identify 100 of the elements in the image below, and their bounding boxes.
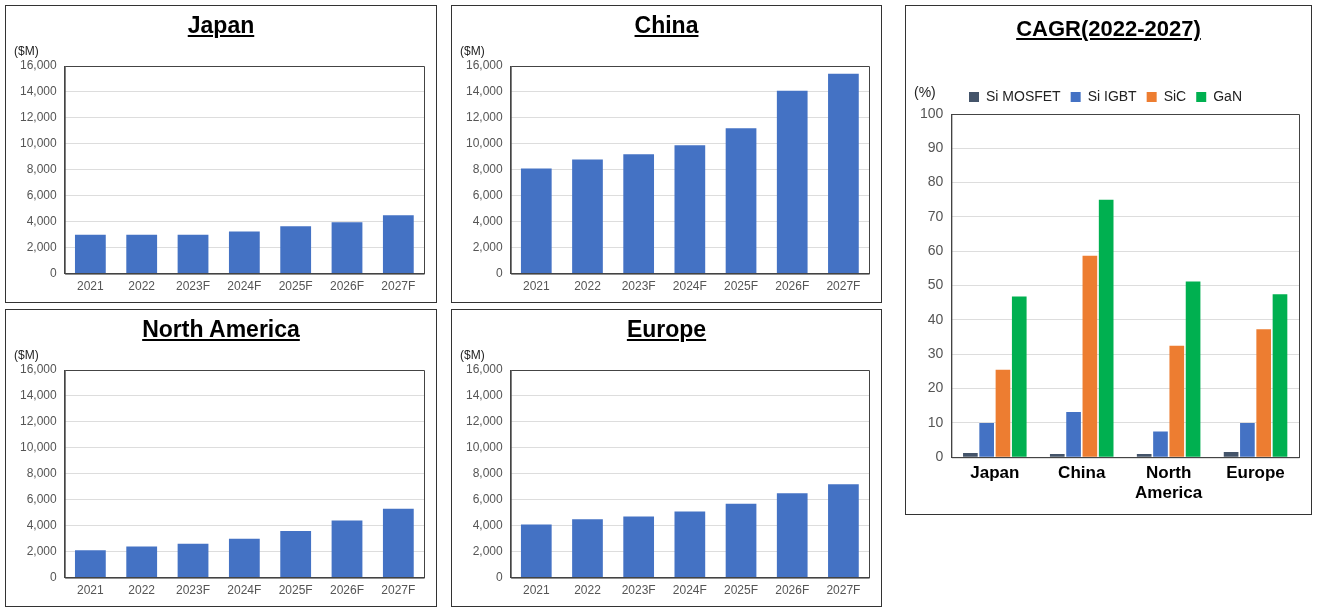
y-tick-label: 4,000: [26, 214, 58, 229]
y-tick-label: 6,000: [472, 492, 504, 507]
x-tick-label: 2025F: [278, 279, 313, 294]
y-tick-label: 6,000: [472, 188, 504, 203]
y-tick-label: 12,000: [466, 414, 504, 429]
y-tick-label: 40: [927, 310, 944, 327]
y-tick-label: 20: [927, 379, 944, 396]
x-tick-label: 2024F: [672, 279, 707, 294]
bar: [572, 159, 603, 274]
y-tick-label: 4,000: [26, 518, 58, 533]
x-tick-label: 2023F: [176, 279, 211, 294]
bar: [1256, 329, 1272, 457]
bar: [623, 154, 655, 274]
y-tick-label: 8,000: [26, 162, 58, 177]
bar: [228, 538, 260, 578]
x-tick-label: 2024F: [227, 583, 262, 598]
y-tick-label: 2,000: [472, 239, 504, 254]
y-tick-label: 14,000: [20, 388, 58, 403]
chart-title: North America: [141, 316, 301, 344]
chart-title: CAGR(2022-2027): [1015, 16, 1202, 43]
x-tick-label: 2024F: [227, 279, 262, 294]
bar: [1136, 454, 1152, 457]
bar: [979, 422, 994, 457]
y-axis-title: ($M): [460, 348, 485, 363]
y-axis-title: (%): [914, 83, 936, 100]
y-tick-label: 14,000: [466, 84, 504, 99]
y-tick-label: 10,000: [466, 136, 504, 151]
bar: [1098, 199, 1114, 457]
y-tick-label: 4,000: [472, 214, 504, 229]
bar: [1169, 345, 1185, 457]
bar: [725, 128, 757, 274]
x-tick-label: 2021: [522, 583, 550, 598]
y-tick-label: 2,000: [472, 543, 504, 558]
legend-label: Si IGBT: [1087, 87, 1138, 104]
chart-title: Japan: [186, 12, 256, 40]
bar: [1240, 422, 1255, 457]
x-tick-label: 2026F: [329, 583, 365, 598]
y-tick-label: 90: [927, 139, 944, 156]
legend-label: GaN: [1213, 87, 1243, 104]
y-tick-label: 2,000: [26, 239, 58, 254]
x-tick-label: 2025F: [724, 279, 759, 294]
y-tick-label: 0: [935, 448, 944, 465]
x-tick-label: 2021: [77, 583, 105, 598]
bar: [1272, 294, 1288, 457]
x-tick-label: China: [1058, 463, 1106, 483]
bar: [74, 550, 106, 578]
y-tick-label: 60: [927, 242, 944, 259]
y-tick-label: 16,000: [466, 58, 504, 73]
x-tick-label: 2024F: [672, 583, 707, 598]
y-tick-label: 16,000: [20, 362, 58, 377]
y-tick-label: 2,000: [26, 543, 58, 558]
y-tick-label: 8,000: [26, 466, 58, 481]
bar: [1185, 281, 1201, 457]
y-tick-label: 50: [927, 276, 944, 293]
bar: [776, 90, 808, 274]
y-axis-title: ($M): [460, 44, 485, 59]
x-tick-label: 2022: [128, 583, 156, 598]
chart-title: China: [633, 12, 700, 40]
y-tick-label: 16,000: [20, 58, 58, 73]
x-tick-label: 2023F: [621, 583, 656, 598]
bar: [995, 369, 1011, 457]
chart-title: Europe: [625, 316, 708, 344]
x-tick-label: 2022: [574, 279, 602, 294]
y-tick-label: 30: [927, 345, 944, 362]
y-tick-label: 10,000: [466, 440, 504, 455]
x-tick-label: North America: [1135, 463, 1203, 503]
y-tick-label: 100: [920, 104, 944, 121]
bar: [382, 508, 414, 578]
y-tick-label: 8,000: [472, 466, 504, 481]
bar: [520, 168, 552, 274]
x-tick-label: Europe: [1226, 463, 1285, 483]
x-tick-label: 2027F: [381, 279, 416, 294]
y-tick-label: 70: [927, 207, 944, 224]
bar: [572, 519, 603, 578]
x-tick-label: 2027F: [826, 279, 861, 294]
y-axis-title: ($M): [14, 44, 39, 59]
bar: [1082, 255, 1098, 457]
bar: [331, 520, 363, 578]
bar: [1011, 296, 1027, 457]
bar: [776, 493, 808, 578]
y-tick-label: 12,000: [20, 414, 58, 429]
x-tick-label: 2026F: [329, 279, 365, 294]
y-tick-label: 8,000: [472, 162, 504, 177]
x-tick-label: 2022: [128, 279, 156, 294]
x-tick-label: 2026F: [775, 583, 810, 598]
bar: [1153, 431, 1168, 457]
bar: [725, 503, 757, 578]
legend-label: Si MOSFET: [985, 87, 1062, 104]
y-tick-label: 16,000: [466, 362, 504, 377]
x-tick-label: 2023F: [621, 279, 656, 294]
bar: [126, 546, 158, 578]
bar: [177, 543, 209, 578]
bar: [674, 145, 706, 274]
x-tick-label: Japan: [970, 463, 1020, 483]
y-tick-label: 14,000: [20, 84, 58, 99]
x-tick-label: 2027F: [381, 583, 416, 598]
y-tick-label: 10: [927, 413, 944, 430]
y-tick-label: 12,000: [466, 110, 504, 125]
bar: [828, 73, 859, 274]
x-tick-label: 2022: [574, 583, 602, 598]
